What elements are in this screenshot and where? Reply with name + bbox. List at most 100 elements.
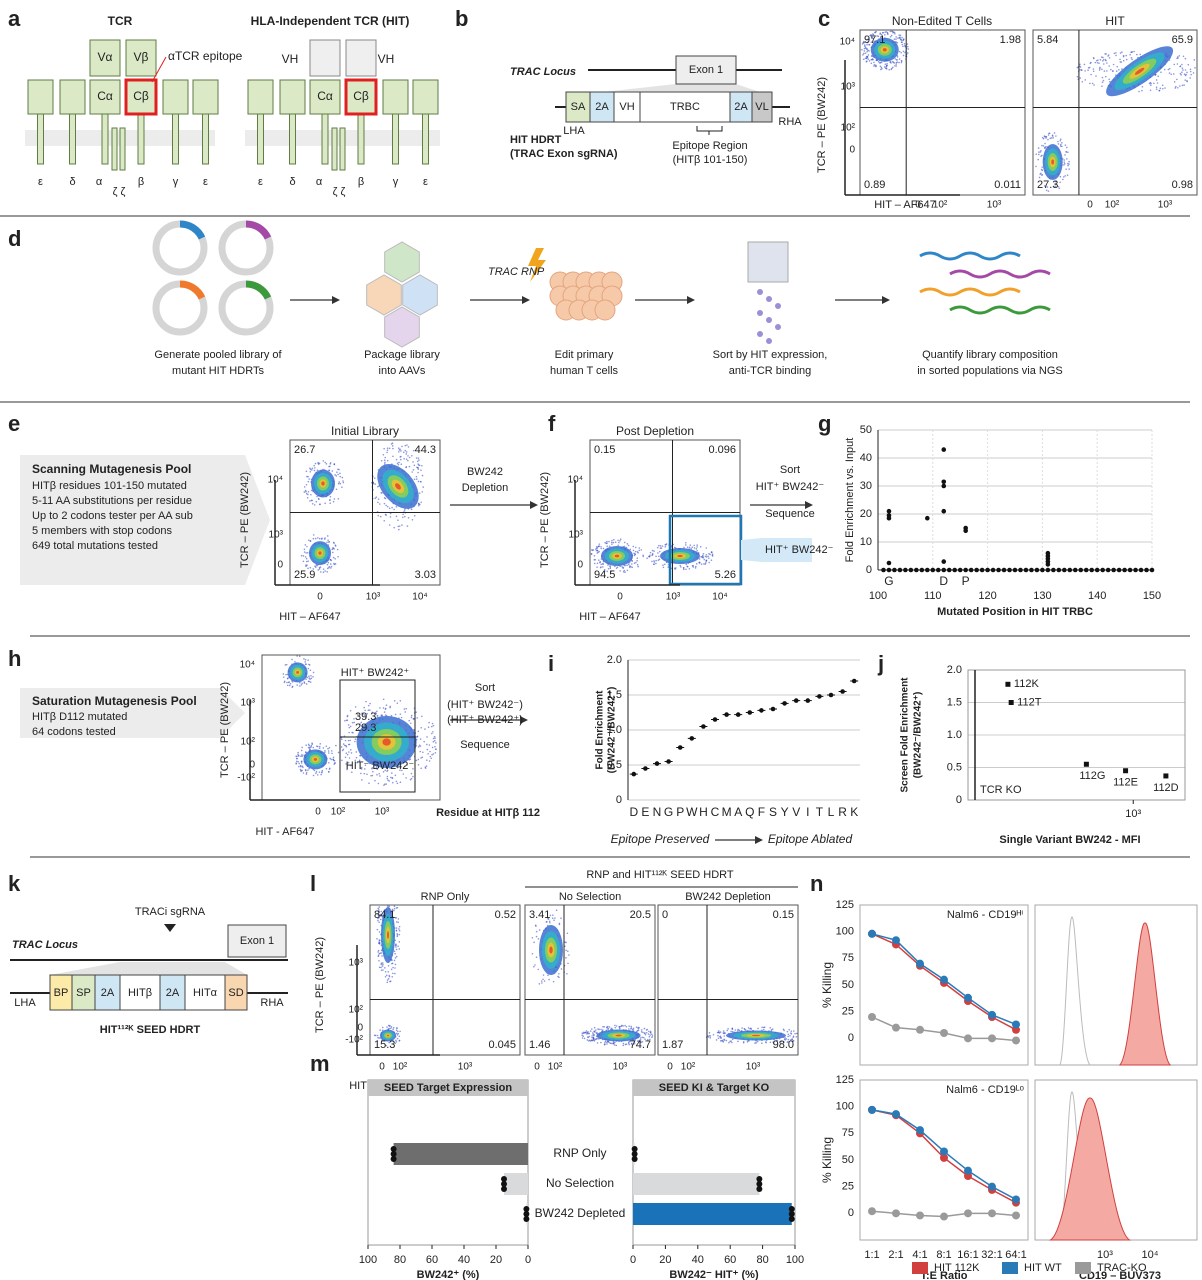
drop — [757, 331, 763, 337]
point — [1111, 567, 1116, 573]
label: TRBC — [670, 101, 700, 113]
event-dot — [337, 556, 339, 558]
event-dot — [432, 724, 435, 727]
density — [1134, 67, 1145, 75]
point — [941, 479, 947, 485]
event-dot — [1098, 62, 1100, 64]
event-dot — [341, 749, 344, 752]
event-dot — [1051, 134, 1054, 136]
event-dot — [595, 1029, 597, 1031]
y-tick-label: 1.0 — [947, 729, 962, 741]
event-dot — [870, 33, 872, 36]
point — [1067, 567, 1073, 573]
label: Edit primary — [555, 349, 614, 361]
y-tick-label: 20 — [860, 508, 872, 520]
replicate — [788, 1206, 795, 1212]
event-dot — [1037, 158, 1039, 161]
event-dot — [611, 543, 613, 545]
label: 27.3 — [1037, 179, 1058, 191]
event-dot — [899, 37, 901, 40]
event-dot — [615, 1025, 618, 1027]
event-dot — [394, 952, 396, 955]
event-dot — [1178, 55, 1181, 57]
plasmid-insert — [245, 280, 272, 300]
label: Epitope Ablated — [768, 832, 853, 846]
event-dot — [350, 752, 353, 754]
event-dot — [312, 746, 315, 749]
event-dot — [548, 978, 550, 981]
event-dot — [381, 1029, 384, 1032]
event-dot — [717, 1037, 720, 1040]
event-dot — [1179, 72, 1182, 75]
label: HLA-Independent TCR (HIT) — [251, 14, 410, 28]
label: Quantify library composition — [922, 349, 1058, 361]
event-dot — [596, 546, 599, 549]
event-dot — [405, 453, 408, 455]
event-dot — [396, 934, 399, 936]
event-dot — [699, 546, 702, 548]
event-dot — [651, 560, 653, 563]
panel-letter: i — [548, 651, 554, 676]
label: D — [939, 574, 948, 588]
event-dot — [398, 948, 401, 950]
event-dot — [718, 1030, 720, 1032]
event-dot — [372, 770, 374, 773]
event-dot — [417, 758, 420, 761]
event-dot — [420, 757, 422, 759]
event-dot — [405, 466, 407, 468]
event-dot — [392, 972, 394, 975]
event-dot — [392, 1026, 395, 1029]
event-dot — [655, 559, 657, 562]
y-tick-label: 40 — [860, 452, 872, 464]
drop — [766, 296, 772, 302]
event-dot — [604, 1040, 607, 1043]
label: 10³ — [375, 807, 390, 818]
event-dot — [417, 764, 420, 766]
event-dot — [876, 35, 878, 37]
event-dot — [390, 776, 392, 779]
event-dot — [565, 957, 567, 959]
density — [318, 551, 322, 555]
y-tick-label: 100 — [836, 1101, 854, 1113]
point — [1127, 567, 1133, 573]
event-dot — [637, 565, 639, 568]
x-tick-label: 40 — [692, 1254, 704, 1266]
event-dot — [872, 33, 874, 35]
event-dot — [402, 516, 404, 519]
event-dot — [884, 31, 887, 33]
event-dot — [632, 1027, 635, 1030]
event-dot — [307, 567, 309, 570]
label: G — [884, 574, 893, 588]
x-tick-label: Q — [745, 805, 754, 819]
label: Nalm6 - CD19ᴸᵒ — [946, 1084, 1024, 1096]
x-tick-label: A — [734, 805, 742, 819]
event-dot — [322, 568, 325, 570]
event-dot — [305, 663, 307, 665]
replicate — [631, 1156, 638, 1162]
label: HITβ — [128, 987, 152, 999]
point — [925, 515, 930, 521]
event-dot — [402, 451, 405, 454]
hist-pos — [1118, 922, 1172, 1066]
event-dot — [638, 549, 641, 552]
event-dot — [303, 681, 306, 683]
arrow-head — [687, 296, 695, 304]
point — [919, 567, 925, 573]
chain-label: γ — [173, 176, 179, 188]
event-dot — [333, 562, 335, 565]
event-dot — [380, 459, 383, 462]
event-dot — [861, 48, 863, 51]
label: 0.89 — [864, 179, 885, 191]
event-dot — [591, 1035, 593, 1037]
label: % Killing — [820, 962, 834, 1008]
event-dot — [353, 721, 356, 724]
panel-letter: e — [8, 411, 20, 436]
event-dot — [1092, 70, 1095, 73]
event-dot — [885, 67, 887, 69]
event-dot — [634, 546, 637, 549]
label: 10² — [933, 200, 948, 211]
stalk — [172, 111, 179, 165]
event-dot — [624, 1024, 626, 1027]
event-dot — [1156, 82, 1159, 84]
event-dot — [642, 555, 645, 558]
